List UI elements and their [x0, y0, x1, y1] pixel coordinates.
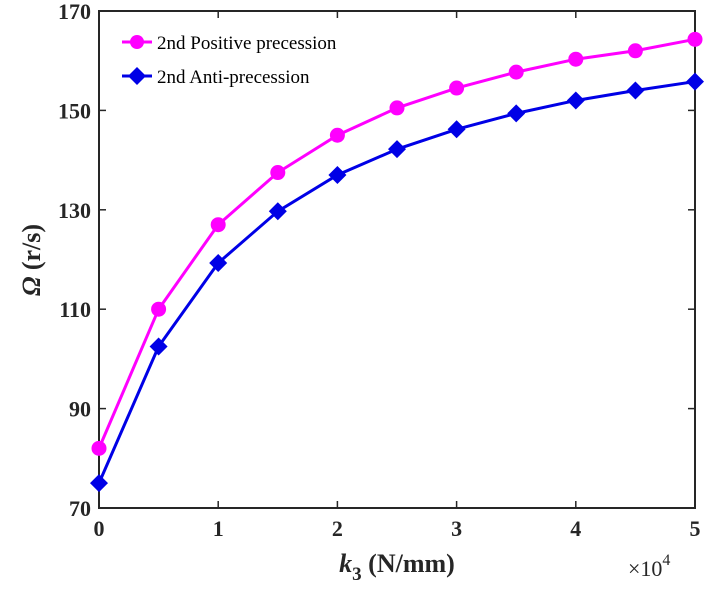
data-point-diamond [149, 337, 168, 356]
legend-label-positive: 2nd Positive precession [157, 33, 337, 54]
data-point-circle [270, 165, 286, 181]
data-point-diamond [209, 253, 228, 272]
data-point-diamond [507, 104, 526, 123]
x-axis-label: k3 (N/mm) [339, 549, 455, 585]
series-positive-precession [91, 31, 703, 456]
y-tick-label: 130 [58, 198, 91, 223]
x-tick-label: 5 [690, 516, 701, 541]
data-point-circle [329, 127, 345, 143]
data-point-circle [151, 301, 167, 317]
tick-labels: 0 1 2 3 4 5 70 90 110 130 150 170 [58, 0, 701, 541]
data-point-circle [91, 440, 107, 456]
data-point-circle [389, 100, 405, 116]
data-point-circle [568, 51, 584, 67]
data-point-circle [627, 43, 643, 59]
x-tick-label: 0 [94, 516, 105, 541]
y-tick-label: 170 [58, 0, 91, 24]
x-scale-multiplier: ×104 [628, 552, 670, 581]
data-point-circle [508, 64, 524, 80]
legend-marker-diamond [128, 67, 146, 85]
data-point-diamond [686, 72, 704, 91]
data-point-circle [687, 31, 703, 47]
x-tick-label: 2 [332, 516, 343, 541]
legend: 2nd Positive precession 2nd Anti-precess… [122, 33, 337, 88]
legend-label-anti: 2nd Anti-precession [157, 67, 310, 88]
data-point-diamond [388, 140, 406, 159]
data-point-diamond [90, 474, 108, 493]
y-tick-label: 150 [58, 98, 91, 123]
y-tick-label: 70 [69, 496, 91, 521]
legend-item-anti: 2nd Anti-precession [122, 67, 310, 88]
data-point-diamond [268, 202, 287, 221]
data-point-circle [210, 217, 226, 233]
plot-area [98, 10, 696, 509]
data-point-diamond [328, 166, 347, 185]
y-tick-label: 90 [69, 397, 91, 422]
x-tick-label: 4 [570, 516, 581, 541]
data-point-diamond [447, 120, 466, 139]
series-layer [90, 31, 704, 493]
legend-marker-circle [130, 35, 144, 49]
data-point-circle [449, 80, 465, 96]
data-point-diamond [566, 91, 585, 110]
data-point-diamond [626, 81, 645, 100]
x-tick-label: 1 [213, 516, 224, 541]
legend-item-positive: 2nd Positive precession [122, 33, 337, 54]
axis-ticks [98, 10, 696, 509]
series-anti-precession [90, 72, 704, 493]
y-axis-label: Ω (r/s) [17, 224, 46, 296]
x-tick-label: 3 [451, 516, 462, 541]
y-tick-label: 110 [59, 297, 91, 322]
